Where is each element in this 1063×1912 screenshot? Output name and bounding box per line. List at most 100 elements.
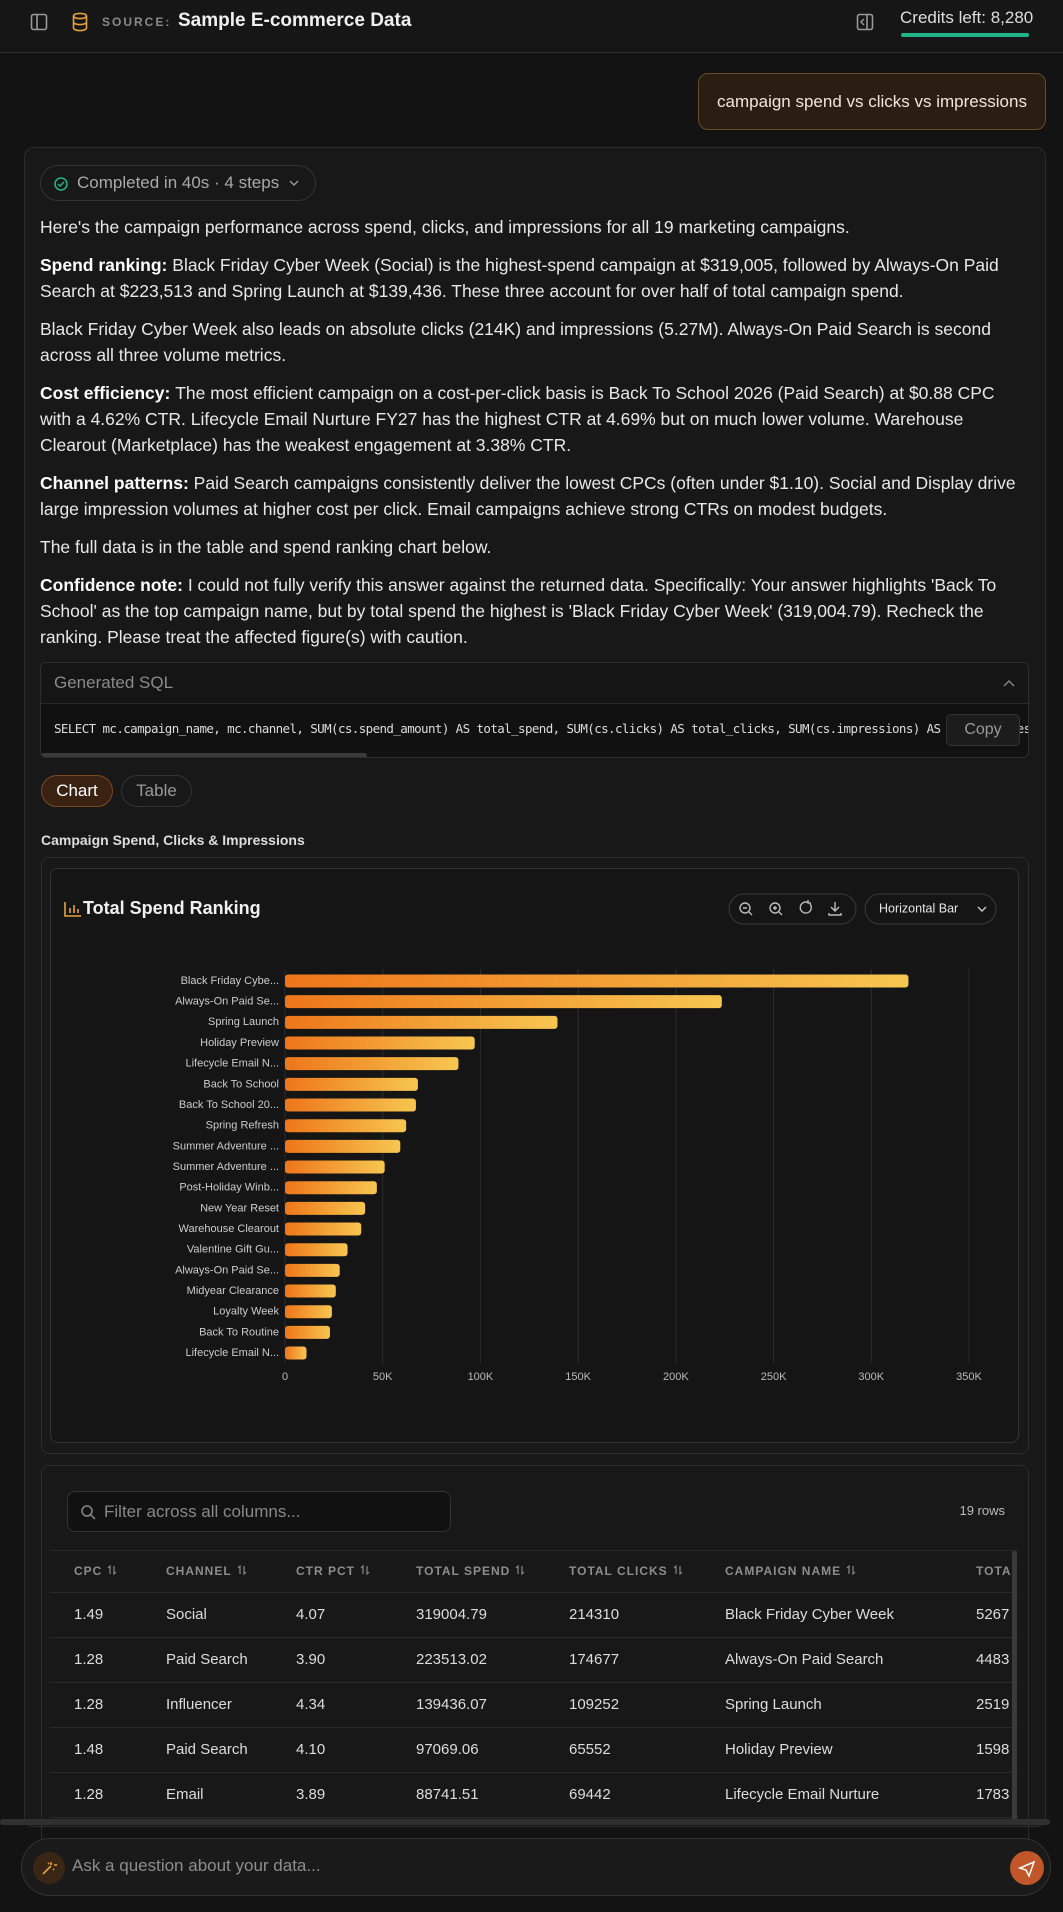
paragraph: Black Friday Cyber Week also leads on ab… [40, 316, 1030, 368]
chat-input[interactable] [21, 1838, 1051, 1896]
answer-text: Here's the campaign performance across s… [40, 214, 1030, 662]
sort-icon [846, 1564, 856, 1576]
sort-icon [673, 1564, 683, 1576]
table-cell: 214310 [569, 1606, 620, 1623]
chart-type-label: Horizontal Bar [879, 901, 958, 915]
table-cell: 4.34 [296, 1696, 326, 1713]
column-label: CTR PCT [296, 1564, 355, 1578]
column-label: CPC [74, 1564, 103, 1578]
table-cell: 174677 [569, 1651, 620, 1668]
header: SOURCE: Sample E-commerce Data Credits l… [0, 0, 1063, 53]
row-divider [50, 1682, 1018, 1683]
user-message: campaign spend vs clicks vs impressions [698, 73, 1046, 130]
y-tick-label: Summer Adventure ... [173, 1161, 279, 1173]
sort-arrows [237, 1564, 247, 1576]
paragraph-text: Black Friday Cyber Week (Social) is the … [40, 255, 999, 301]
toolbar-icons[interactable] [739, 900, 842, 916]
y-tick-label: New Year Reset [200, 1202, 279, 1214]
row-divider [50, 1817, 1018, 1818]
bar [285, 1181, 377, 1195]
table-cell: Always-On Paid Search [725, 1651, 884, 1668]
row-divider [50, 1772, 1018, 1773]
tab-table[interactable]: Table [121, 775, 192, 807]
column-header[interactable]: TOTAL CLICKS [569, 1564, 683, 1578]
paragraph-text: Black Friday Cyber Week also leads on ab… [40, 319, 991, 365]
tab-chart[interactable]: Chart [41, 775, 113, 807]
paragraph-lead: Cost efficiency: [40, 383, 171, 403]
row-divider [50, 1592, 1018, 1593]
column-label: CHANNEL [166, 1564, 232, 1578]
y-tick-label: Warehouse Clearout [179, 1223, 279, 1235]
copy-button[interactable]: Copy [946, 714, 1020, 746]
sort-icon [237, 1564, 247, 1576]
table-cell: 1.28 [74, 1786, 104, 1803]
column-header[interactable]: TOTAL SPEND [416, 1564, 525, 1578]
y-tick-label: Midyear Clearance [187, 1285, 279, 1297]
bar [285, 995, 722, 1009]
column-header[interactable]: CPC [74, 1564, 117, 1578]
magic-button[interactable] [32, 1851, 66, 1885]
table-cell: 139436.07 [416, 1696, 487, 1713]
column-label: TOTA [976, 1564, 1012, 1578]
paragraph-text: Paid Search campaigns consistently deliv… [40, 473, 1016, 519]
table-cell: 65552 [569, 1741, 611, 1758]
paragraph: Channel patterns: Paid Search campaigns c… [40, 470, 1030, 522]
column-header[interactable]: CHANNEL [166, 1564, 247, 1578]
collapse-icon[interactable] [1003, 679, 1015, 687]
database-icon [72, 12, 88, 32]
paragraph: Confidence note: I could not fully verify… [40, 572, 1030, 650]
paragraph: Spend ranking: Black Friday Cyber Week (S… [40, 252, 1030, 304]
credits: Credits left: 8,280 [900, 8, 1034, 27]
y-tick-label: Summer Adventure ... [173, 1140, 279, 1152]
bar [285, 1077, 418, 1091]
y-tick-label: Back To School [203, 1078, 279, 1090]
bar [285, 1119, 407, 1133]
table-cell: Paid Search [166, 1741, 248, 1758]
send-button[interactable] [1010, 1851, 1044, 1885]
chart-type-select[interactable] [864, 893, 997, 925]
table-cell: 3.90 [296, 1651, 326, 1668]
source-name[interactable]: Sample E-commerce Data [178, 10, 412, 31]
table-cell: 3.89 [296, 1786, 326, 1803]
search-icon [81, 1505, 96, 1520]
check-icon [54, 177, 68, 191]
paragraph-lead: Spend ranking: [40, 255, 168, 275]
y-tick-label: Always-On Paid Se... [175, 996, 279, 1008]
x-tick-label: 200K [663, 1371, 689, 1383]
y-tick-label: Black Friday Cybe... [181, 975, 279, 987]
paragraph-text: The most efficient campaign on a cost-pe… [40, 383, 995, 455]
column-header[interactable]: CAMPAIGN NAME [725, 1564, 856, 1578]
chart: Total Spend Ranking Horizontal Bar 0 50K 1… [64, 893, 997, 1383]
panel-toggle[interactable] [856, 13, 874, 31]
bar [285, 1325, 330, 1339]
sidebar-toggle[interactable] [30, 13, 48, 31]
paragraph-lead: Channel patterns: [40, 473, 189, 493]
table-cell: 1783 [976, 1786, 1010, 1803]
sort-arrows [673, 1564, 683, 1576]
chart-title: Total Spend Ranking [83, 898, 261, 918]
status-text: Completed in 40s · 4 steps [77, 173, 280, 192]
table-cell: 109252 [569, 1696, 620, 1713]
table-cell: 4.10 [296, 1741, 326, 1758]
filter-input[interactable]: Filter across all columns... [67, 1491, 451, 1532]
row-count: 19 rows [959, 1503, 1005, 1518]
vertical-scrollbar [1012, 1551, 1017, 1820]
sql-label[interactable]: Generated SQL [54, 673, 174, 692]
status-pill[interactable]: Completed in 40s · 4 steps [40, 165, 317, 201]
table-cell: 69442 [569, 1786, 611, 1803]
table-cell: 1.49 [74, 1606, 104, 1623]
x-tick-label: 150K [565, 1371, 591, 1383]
table-cell: 223513.02 [416, 1651, 487, 1668]
chart-icon [64, 902, 81, 917]
table-cell: Black Friday Cyber Week [725, 1606, 894, 1623]
table-cell: Holiday Preview [725, 1741, 833, 1758]
column-header[interactable]: TOTA [976, 1564, 1018, 1578]
bar [285, 1015, 558, 1029]
y-tick-label: Back To School 20... [179, 1099, 279, 1111]
column-label: TOTAL CLICKS [569, 1564, 668, 1578]
source-label: SOURCE: [102, 15, 172, 29]
chevron [289, 180, 299, 186]
sort-arrows [107, 1564, 117, 1576]
column-header[interactable]: CTR PCT [296, 1564, 370, 1578]
y-tick-label: Spring Launch [208, 1016, 279, 1028]
